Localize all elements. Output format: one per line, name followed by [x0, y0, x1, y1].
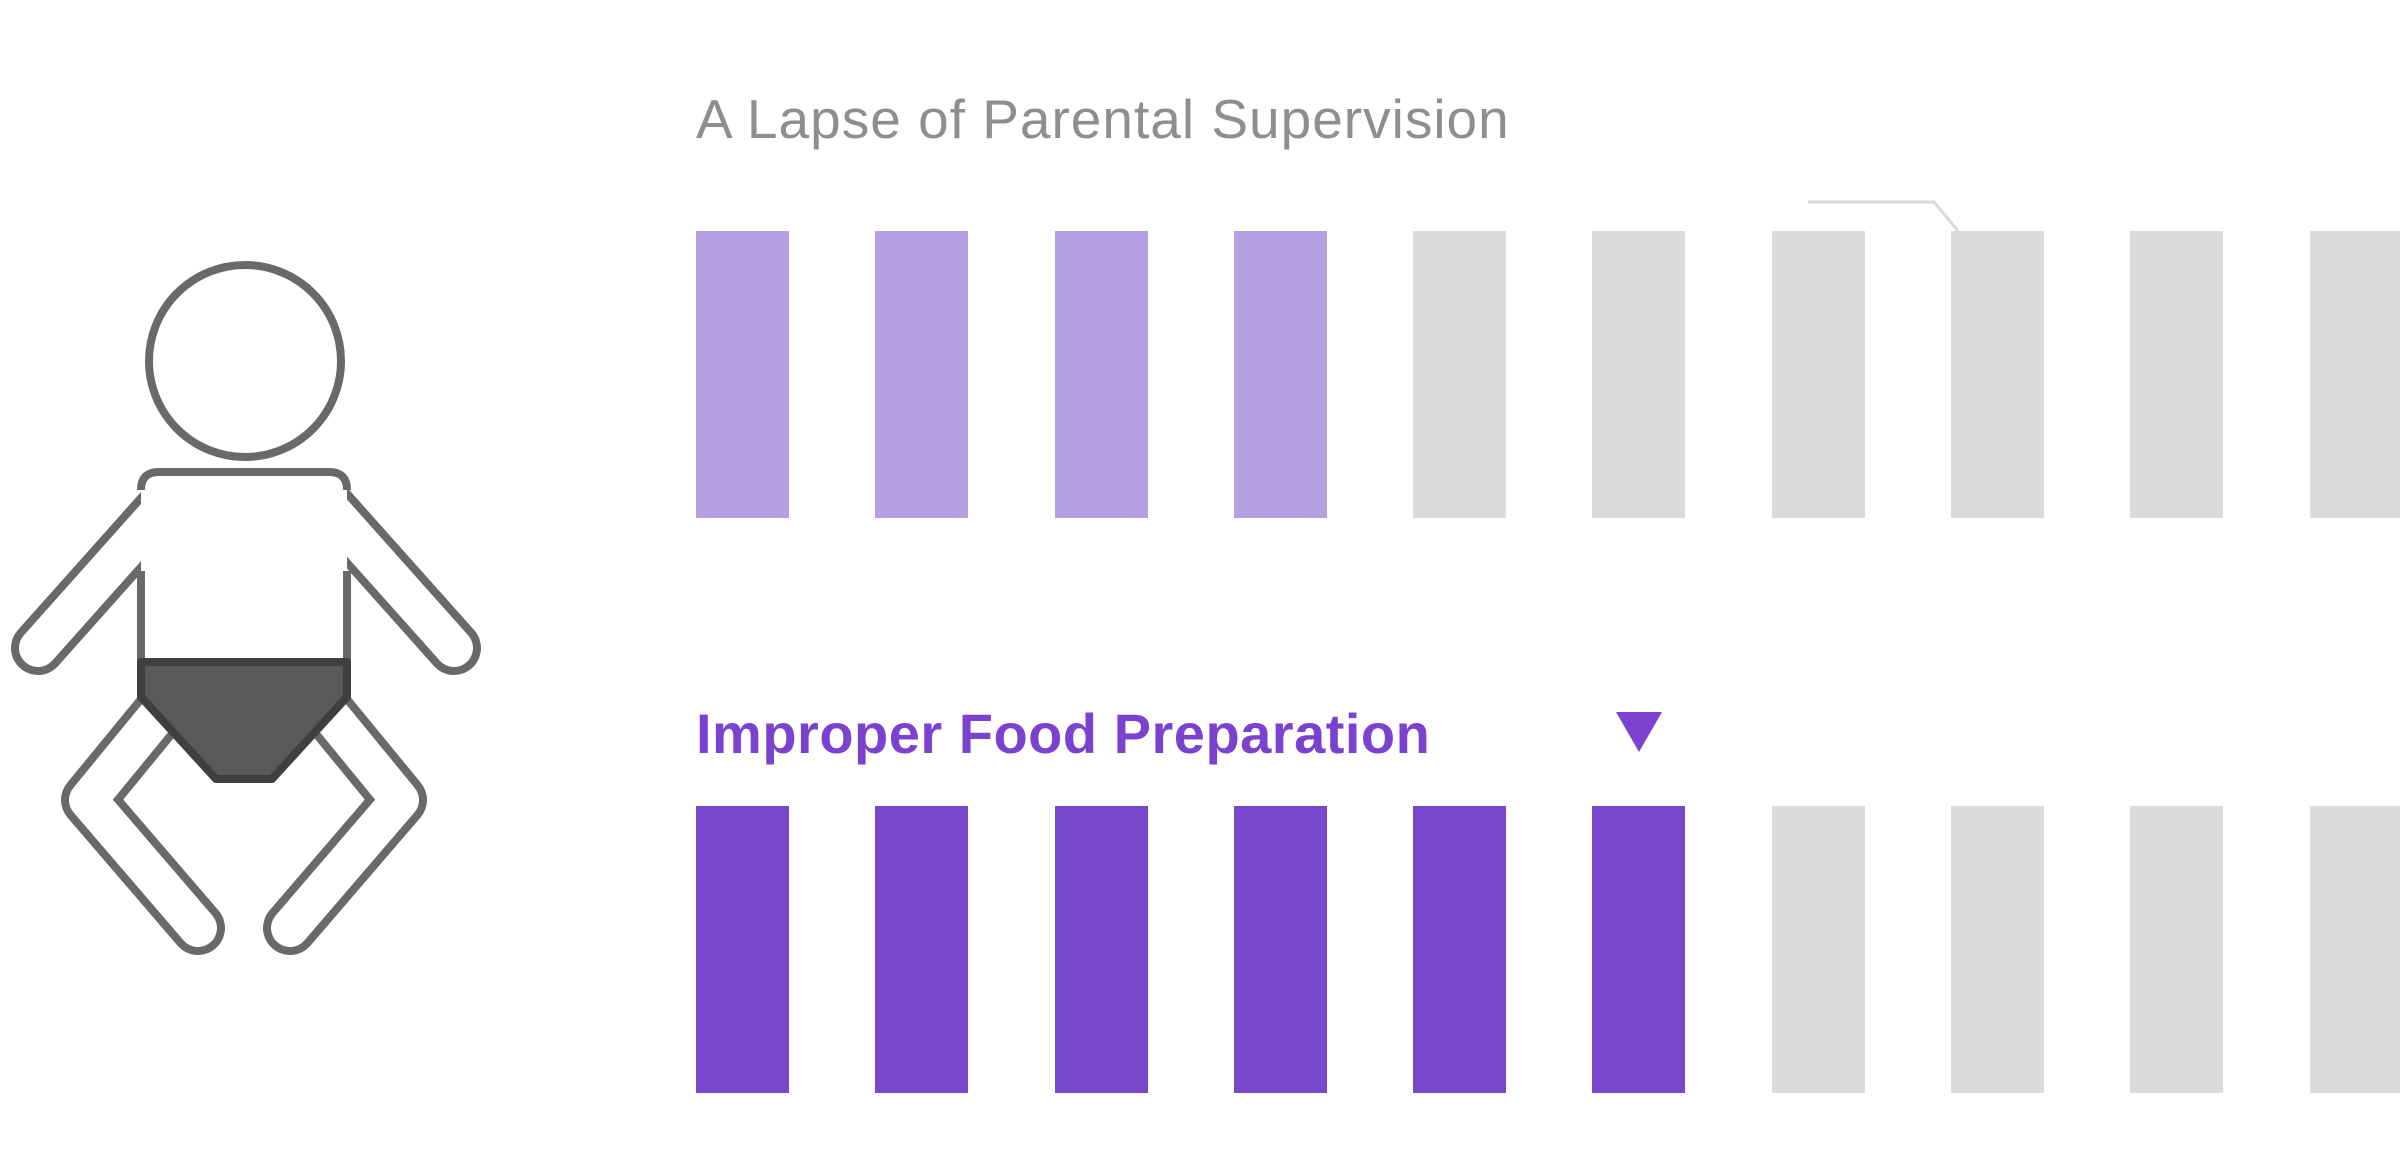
- triangle-down-marker[interactable]: [1616, 712, 1662, 752]
- baby-head: [145, 261, 345, 461]
- bar-unit[interactable]: [1951, 231, 2045, 518]
- baby-torso: [141, 472, 347, 666]
- baby-icon: [11, 261, 481, 955]
- bar-unit[interactable]: [696, 806, 789, 1093]
- bar-unit[interactable]: [1592, 231, 1686, 518]
- bar-unit[interactable]: [1592, 806, 1686, 1093]
- bar-unit[interactable]: [1771, 806, 1865, 1093]
- bar-unit[interactable]: [1951, 806, 2045, 1093]
- bar-unit[interactable]: [875, 806, 969, 1093]
- bar-unit[interactable]: [1771, 231, 1865, 518]
- bar-unit[interactable]: [2309, 231, 2400, 518]
- bar-unit[interactable]: [875, 231, 969, 518]
- row-label-parental-supervision: A Lapse of Parental Supervision: [696, 88, 1510, 150]
- row-label-improper-food-preparation: Improper Food Preparation: [696, 702, 1431, 765]
- baby-diaper: [137, 658, 351, 783]
- bar-unit[interactable]: [1054, 806, 1148, 1093]
- bar-unit[interactable]: [696, 231, 789, 518]
- bar-track-parental-supervision[interactable]: [696, 231, 2400, 518]
- baby-legs: [61, 673, 427, 955]
- bar-track-improper-food-preparation[interactable]: [696, 806, 2400, 1093]
- bar-unit[interactable]: [1233, 231, 1327, 518]
- bar-unit[interactable]: [1054, 231, 1148, 518]
- bar-unit[interactable]: [1233, 806, 1327, 1093]
- bar-unit[interactable]: [2130, 231, 2224, 518]
- bar-unit[interactable]: [1413, 231, 1507, 518]
- bar-unit[interactable]: [1413, 806, 1507, 1093]
- bar-unit[interactable]: [2130, 806, 2224, 1093]
- bar-unit[interactable]: [2309, 806, 2400, 1093]
